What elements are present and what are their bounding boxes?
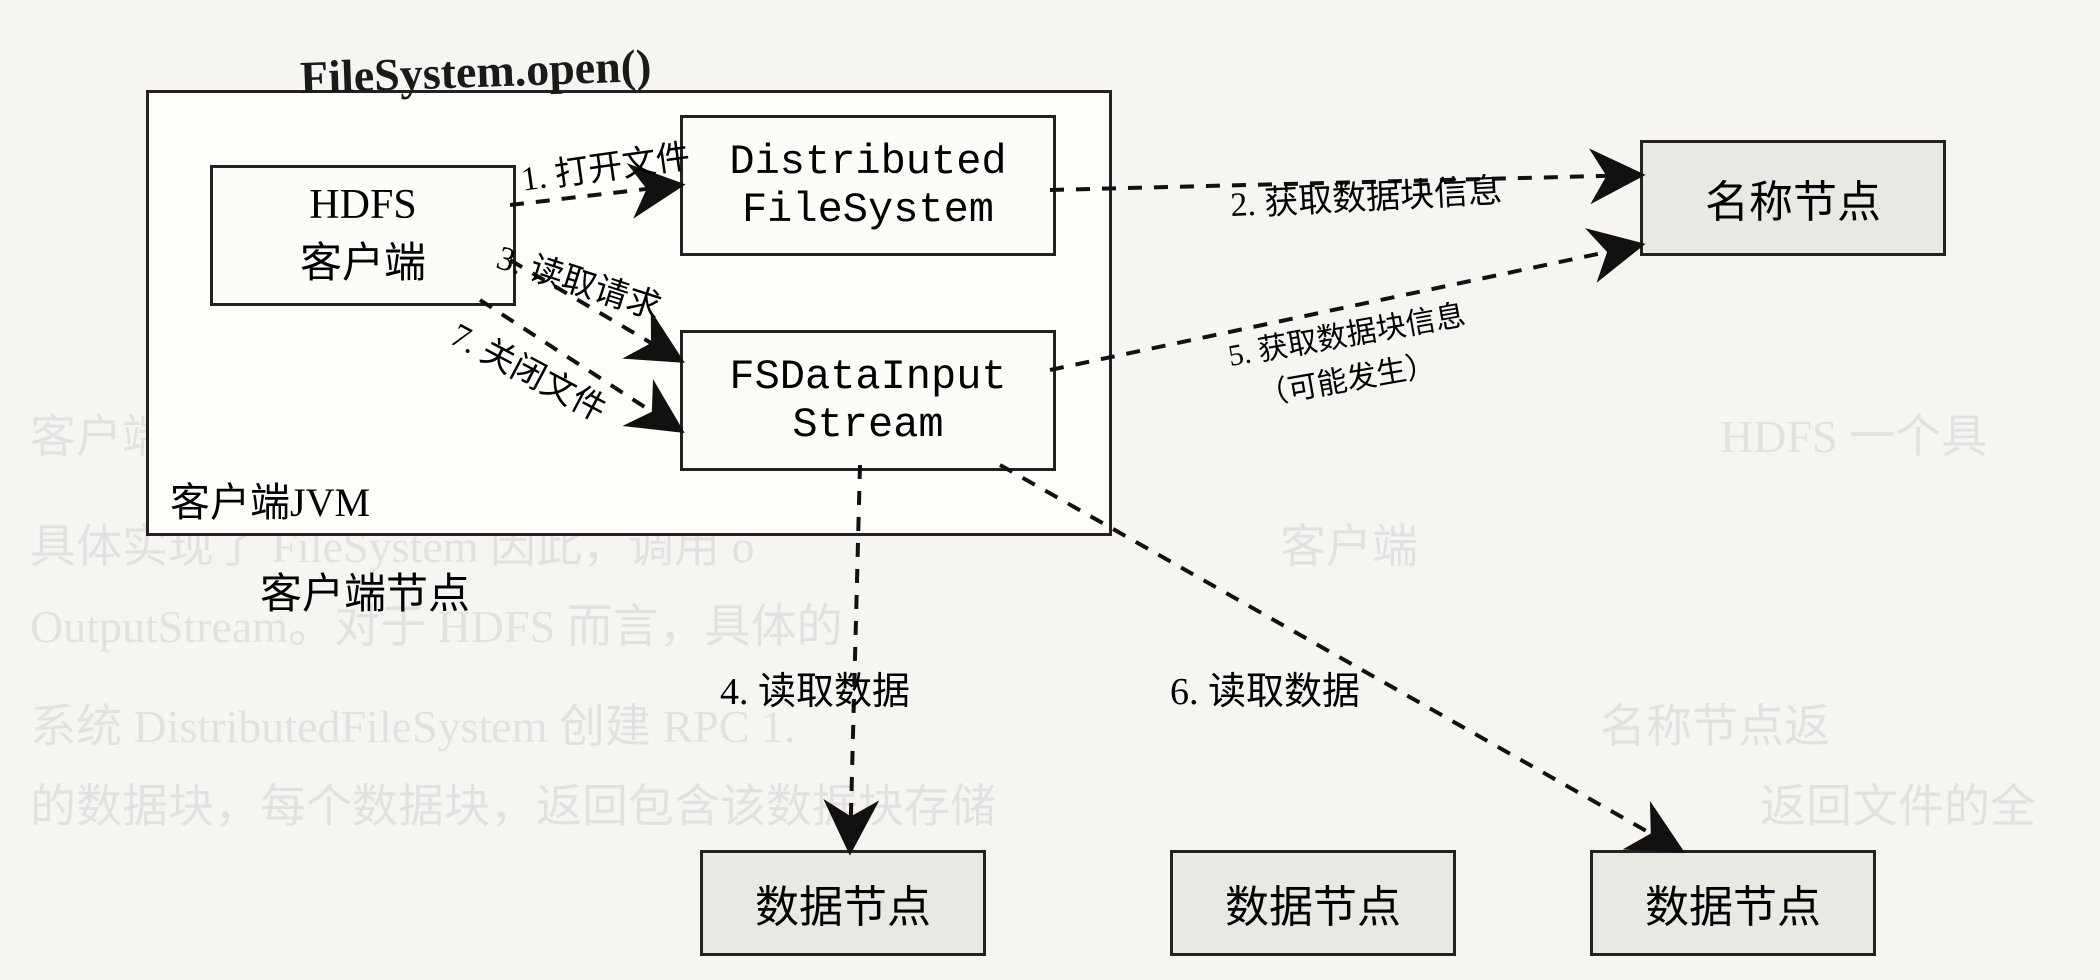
diagram-canvas: 客户端通过 FileSystem.o 具体实现了 FileSystem 因此，调… (0, 0, 2100, 980)
edge-label-6: 6. 读取数据 (1170, 660, 1360, 715)
edge-label-4: 4. 读取数据 (720, 660, 910, 715)
edge-4 (850, 465, 860, 850)
arrows-layer (0, 0, 2100, 980)
edge-6 (1000, 465, 1680, 850)
